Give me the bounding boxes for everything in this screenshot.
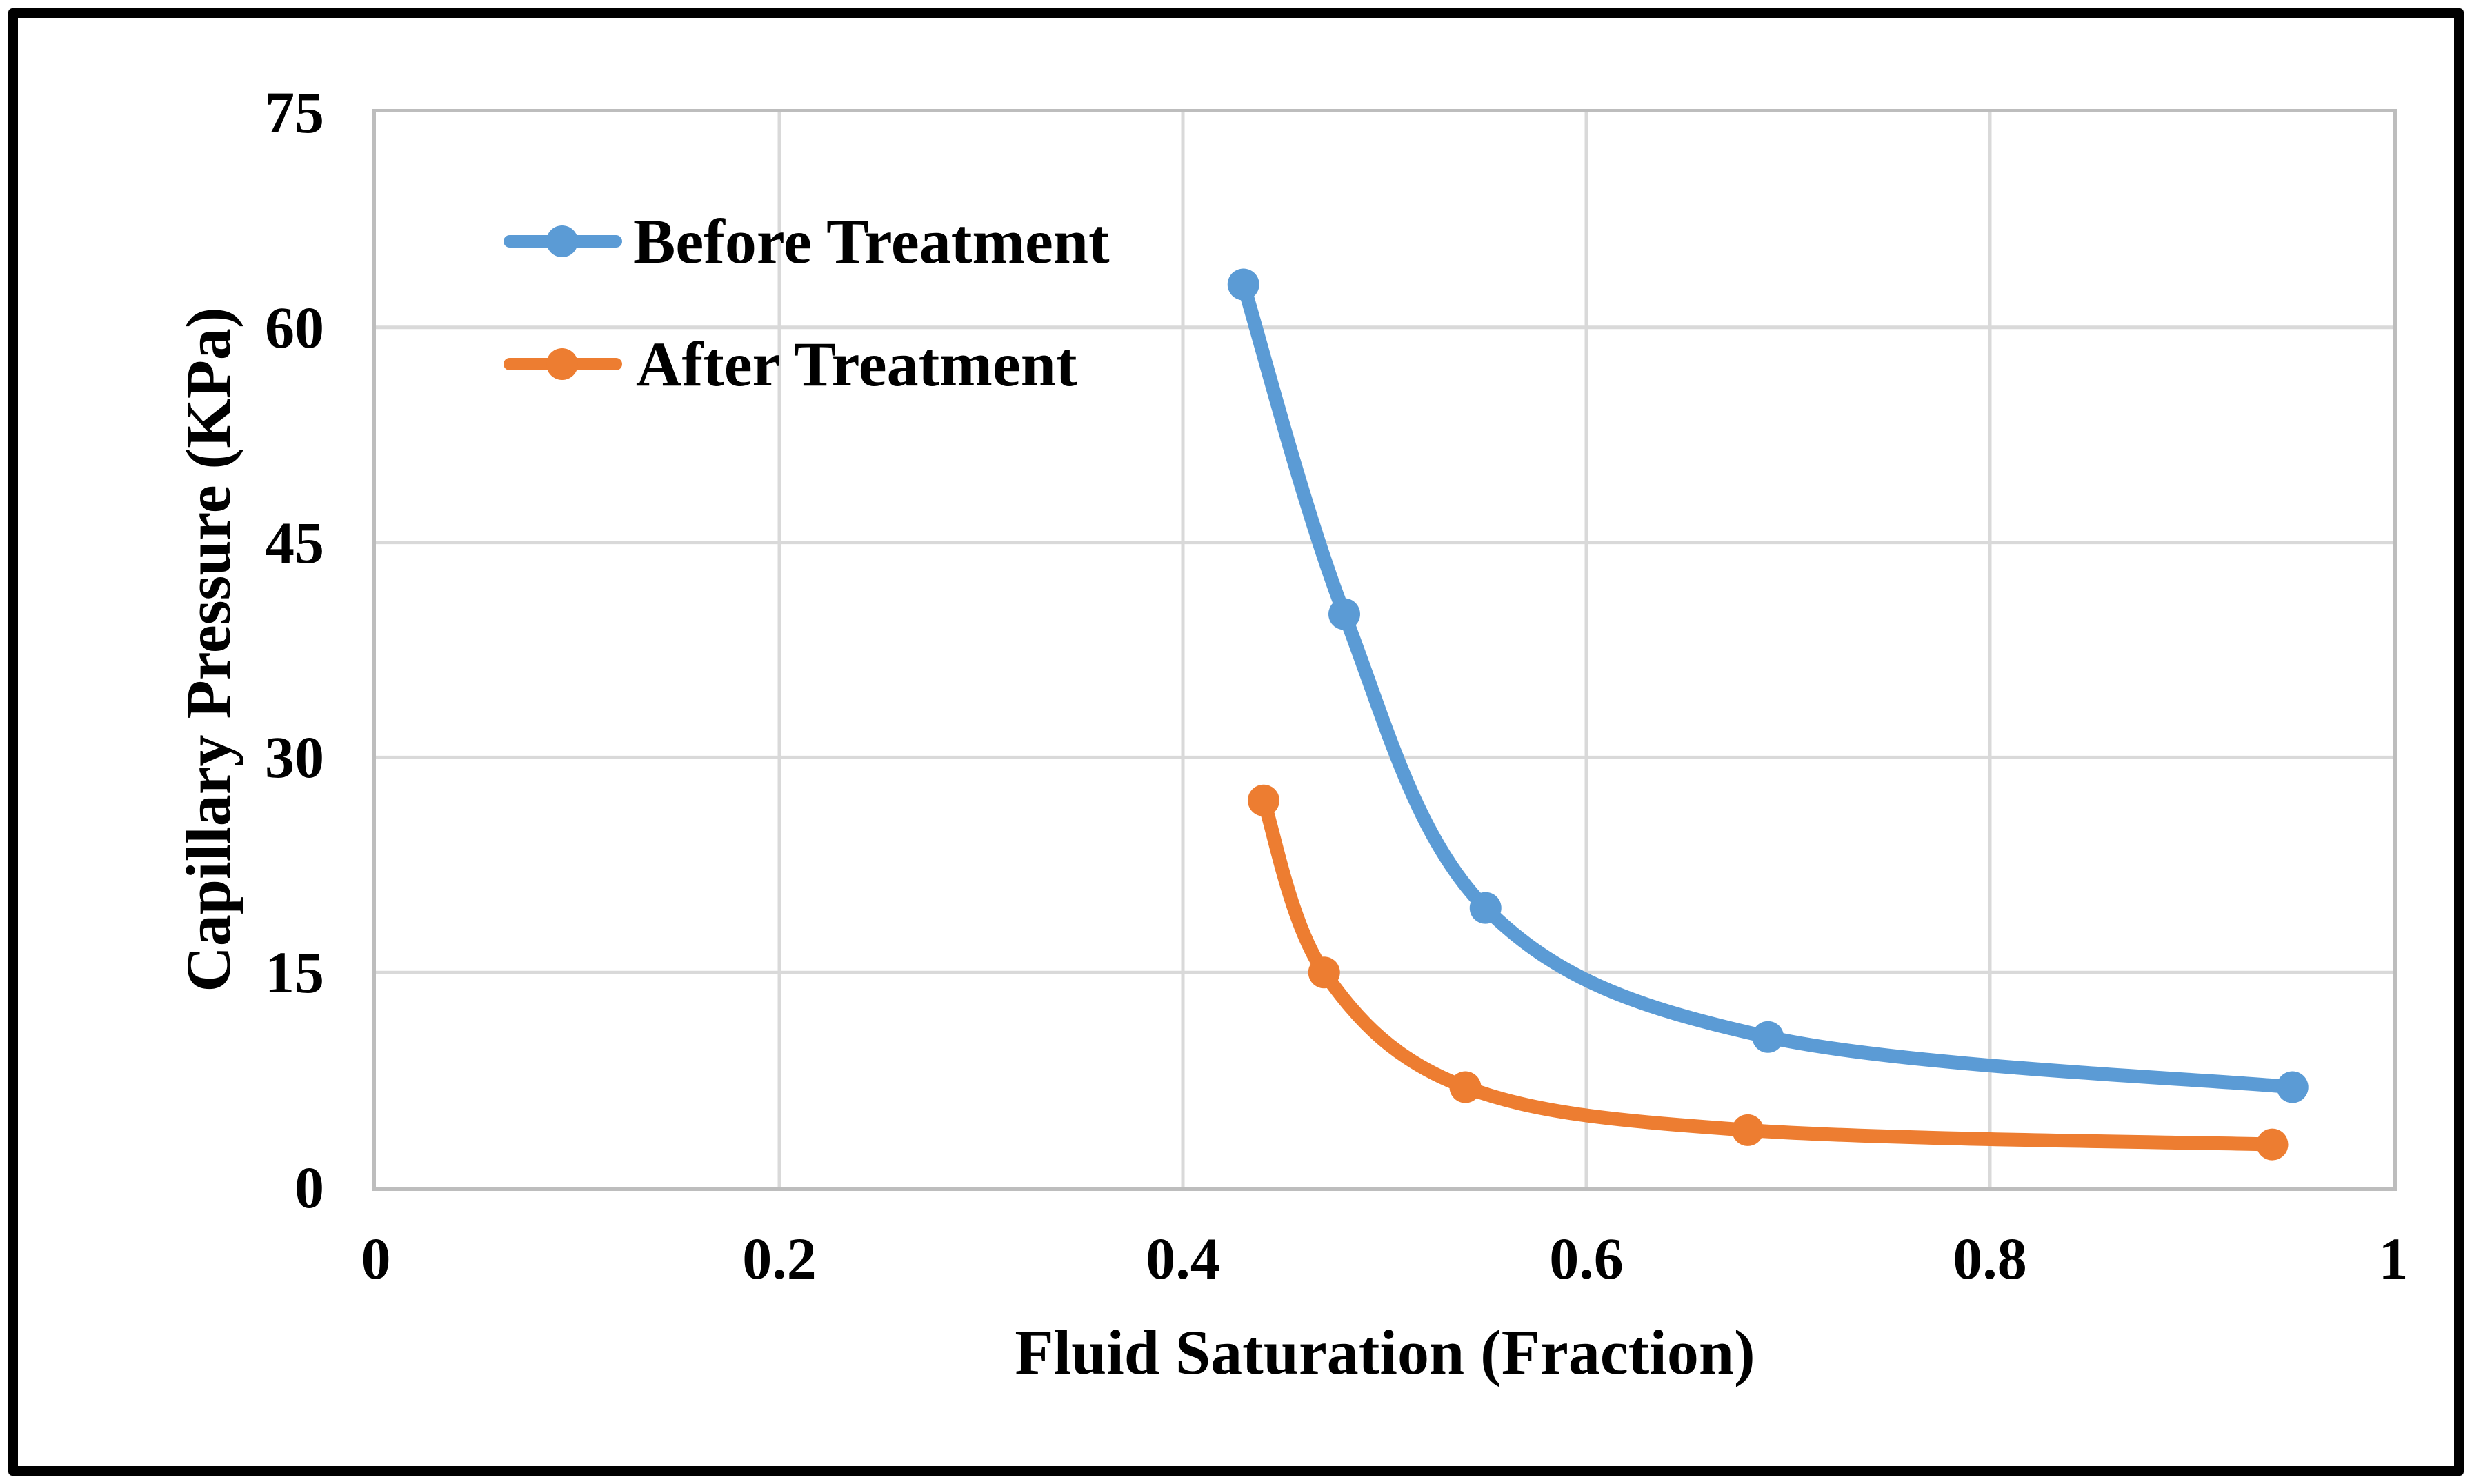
data-point-marker-after-treatment [1449,1071,1482,1103]
data-point-marker-after-treatment [1248,784,1279,816]
x-tick-label: 0.8 [1953,1225,2027,1292]
legend-marker-icon [546,225,578,257]
x-tick-label: 0.4 [1146,1225,1220,1292]
y-tick-label: 30 [265,724,324,791]
legend-marker-icon [546,348,578,380]
x-axis-title: Fluid Saturation (Fraction) [1015,1317,1755,1387]
y-tick-label: 45 [265,509,324,576]
y-tick-label: 75 [265,79,324,146]
y-tick-label: 60 [265,294,324,361]
data-point-marker-before-treatment [1752,1021,1784,1053]
plot-area-border [372,109,2397,1191]
legend-label: Before Treatment [633,206,1110,277]
y-tick-label: 15 [265,939,324,1006]
legend-label: After Treatment [636,329,1077,399]
series-line-after-treatment [1257,793,2280,1152]
x-tick-label: 1 [2378,1225,2409,1292]
figure-border [8,8,2464,1476]
data-point-marker-before-treatment [2276,1071,2309,1103]
data-point-marker-after-treatment [2256,1128,2289,1161]
series-line-before-treatment [1236,277,2300,1094]
data-point-marker-before-treatment [1469,892,1502,924]
data-point-marker-after-treatment [1308,956,1340,989]
y-tick-label: 0 [295,1154,324,1221]
y-axis-title: Capillary Pressure (KPa) [173,307,243,992]
plot-area [376,112,2393,1187]
data-point-marker-after-treatment [1732,1114,1764,1146]
data-point-marker-before-treatment [1227,268,1259,301]
x-tick-label: 0.6 [1549,1225,1624,1292]
data-point-marker-before-treatment [1328,598,1360,630]
x-tick-label: 0.2 [742,1225,817,1292]
x-tick-label: 0 [361,1225,391,1292]
